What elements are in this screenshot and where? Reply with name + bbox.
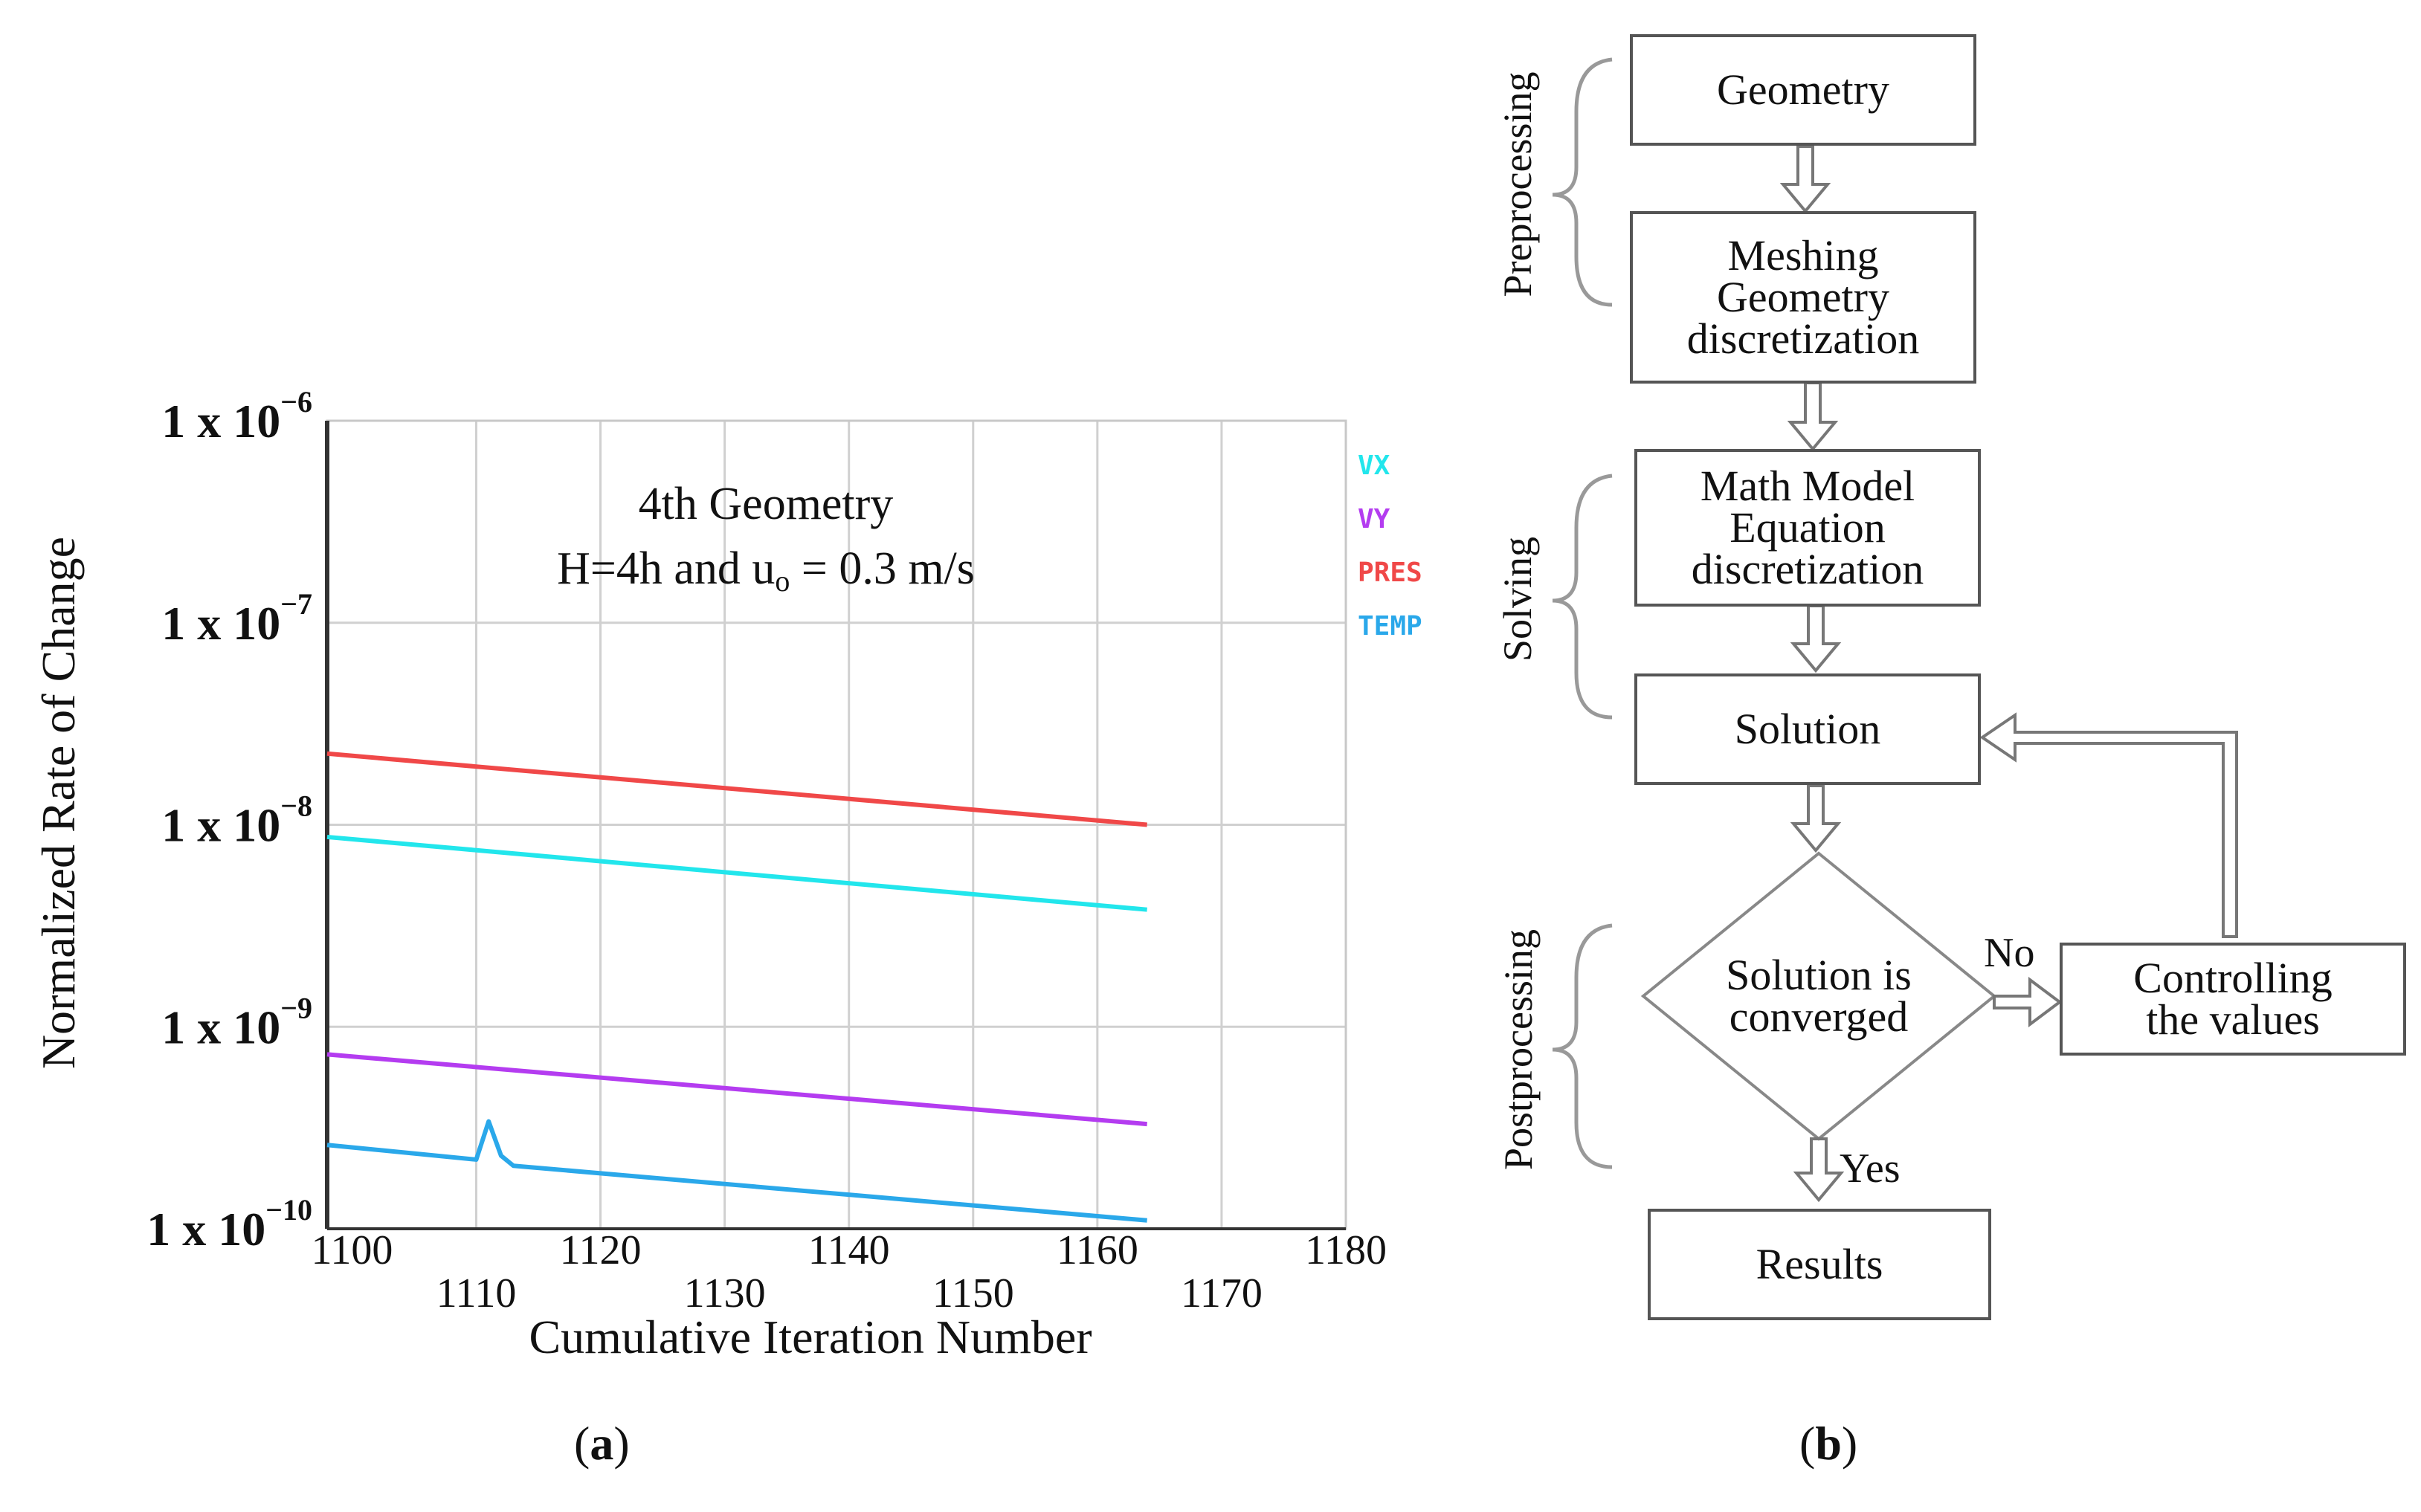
x-tick-label: 1110 <box>436 1270 517 1316</box>
chart-series <box>326 751 1147 1223</box>
x-tick-label: 1130 <box>684 1270 766 1316</box>
x-tick-label: 1180 <box>1305 1227 1387 1273</box>
box-solution-label: Solution <box>1734 705 1881 753</box>
panel-b-label: (b) <box>1799 1417 1858 1470</box>
y-tick-label: 1 x 10−7 <box>161 587 312 650</box>
stage-solving: Solving <box>1495 536 1540 662</box>
x-tick-label: 1160 <box>1057 1227 1138 1273</box>
chart-legend: VX VY PRES TEMP <box>1358 450 1422 642</box>
box-meshing: Meshing Geometry discretization <box>1630 211 1976 384</box>
arrow-meshing-to-math-model <box>1787 381 1839 452</box>
box-geometry-label: Geometry <box>1717 65 1889 114</box>
box-controlling: Controlling the values <box>2060 943 2406 1056</box>
decision-label-area: Solution is converged <box>1680 940 1957 1052</box>
series-line-vx <box>326 834 1147 912</box>
arrow-decision-to-results <box>1793 1137 1845 1203</box>
arrow-feedback-to-solution <box>1979 712 2238 938</box>
arrow-solution-to-decision <box>1790 784 1842 853</box>
y-tick-label: 1 x 10−6 <box>161 385 312 448</box>
panel-a-label: (a) <box>574 1417 630 1470</box>
legend-entry-vy: VY <box>1358 504 1390 534</box>
box-results-label: Results <box>1756 1240 1883 1288</box>
legend-entry-vx: VX <box>1358 450 1390 481</box>
series-line-vy <box>326 1052 1147 1127</box>
arrow-geometry-to-meshing <box>1779 145 1831 214</box>
solving-brace <box>1552 474 1613 720</box>
y-tick-label: 1 x 10−8 <box>161 789 312 852</box>
preprocessing-brace <box>1552 57 1613 307</box>
box-math-model: Math Model Equation discretization <box>1634 449 1981 607</box>
x-tick-label: 1140 <box>808 1227 890 1273</box>
x-tick-label: 1170 <box>1181 1270 1263 1316</box>
box-math-model-label: Math Model Equation discretization <box>1691 462 1924 593</box>
box-controlling-label: Controlling the values <box>2133 954 2333 1044</box>
chart-title-line2: H=4h and uo = 0.3 m/s <box>557 543 975 598</box>
series-line-pres <box>326 751 1147 827</box>
x-axis-label: Cumulative Iteration Number <box>529 1311 1092 1363</box>
arrow-math-model-to-solution <box>1790 604 1842 673</box>
x-tick-label: 1100 <box>311 1227 393 1273</box>
box-results: Results <box>1648 1209 1991 1320</box>
y-tick-label: 1 x 10−10 <box>146 1193 312 1256</box>
arrow-decision-to-controlling <box>1993 977 2063 1027</box>
x-tick-label: 1150 <box>932 1270 1014 1316</box>
stage-preprocessing: Preprocessing <box>1495 71 1540 297</box>
stage-postprocessing: Postprocessing <box>1496 929 1541 1170</box>
decision-label: Solution is converged <box>1726 951 1912 1041</box>
legend-entry-temp: TEMP <box>1358 611 1422 642</box>
box-geometry: Geometry <box>1630 34 1976 146</box>
y-tick-labels: 1 x 10−6 1 x 10−7 1 x 10−8 1 x 10−9 1 x 10−1… <box>146 385 312 1256</box>
x-tick-labels: 1100 1110 1120 1130 1140 1150 1160 1170 1180 <box>311 1227 1387 1316</box>
legend-entry-pres: PRES <box>1358 558 1422 588</box>
x-tick-label: 1120 <box>560 1227 642 1273</box>
postprocessing-brace <box>1552 923 1613 1169</box>
y-axis-label: Normalized Rate of Change <box>32 537 85 1069</box>
branch-no-label: No <box>1984 930 2035 976</box>
branch-yes-label: Yes <box>1840 1146 1901 1192</box>
box-solution: Solution <box>1634 673 1981 785</box>
y-tick-label: 1 x 10−9 <box>161 991 312 1053</box>
chart-title-line1: 4th Geometry <box>639 479 894 529</box>
box-meshing-label: Meshing Geometry discretization <box>1686 231 1920 363</box>
series-line-temp <box>326 1119 1147 1223</box>
